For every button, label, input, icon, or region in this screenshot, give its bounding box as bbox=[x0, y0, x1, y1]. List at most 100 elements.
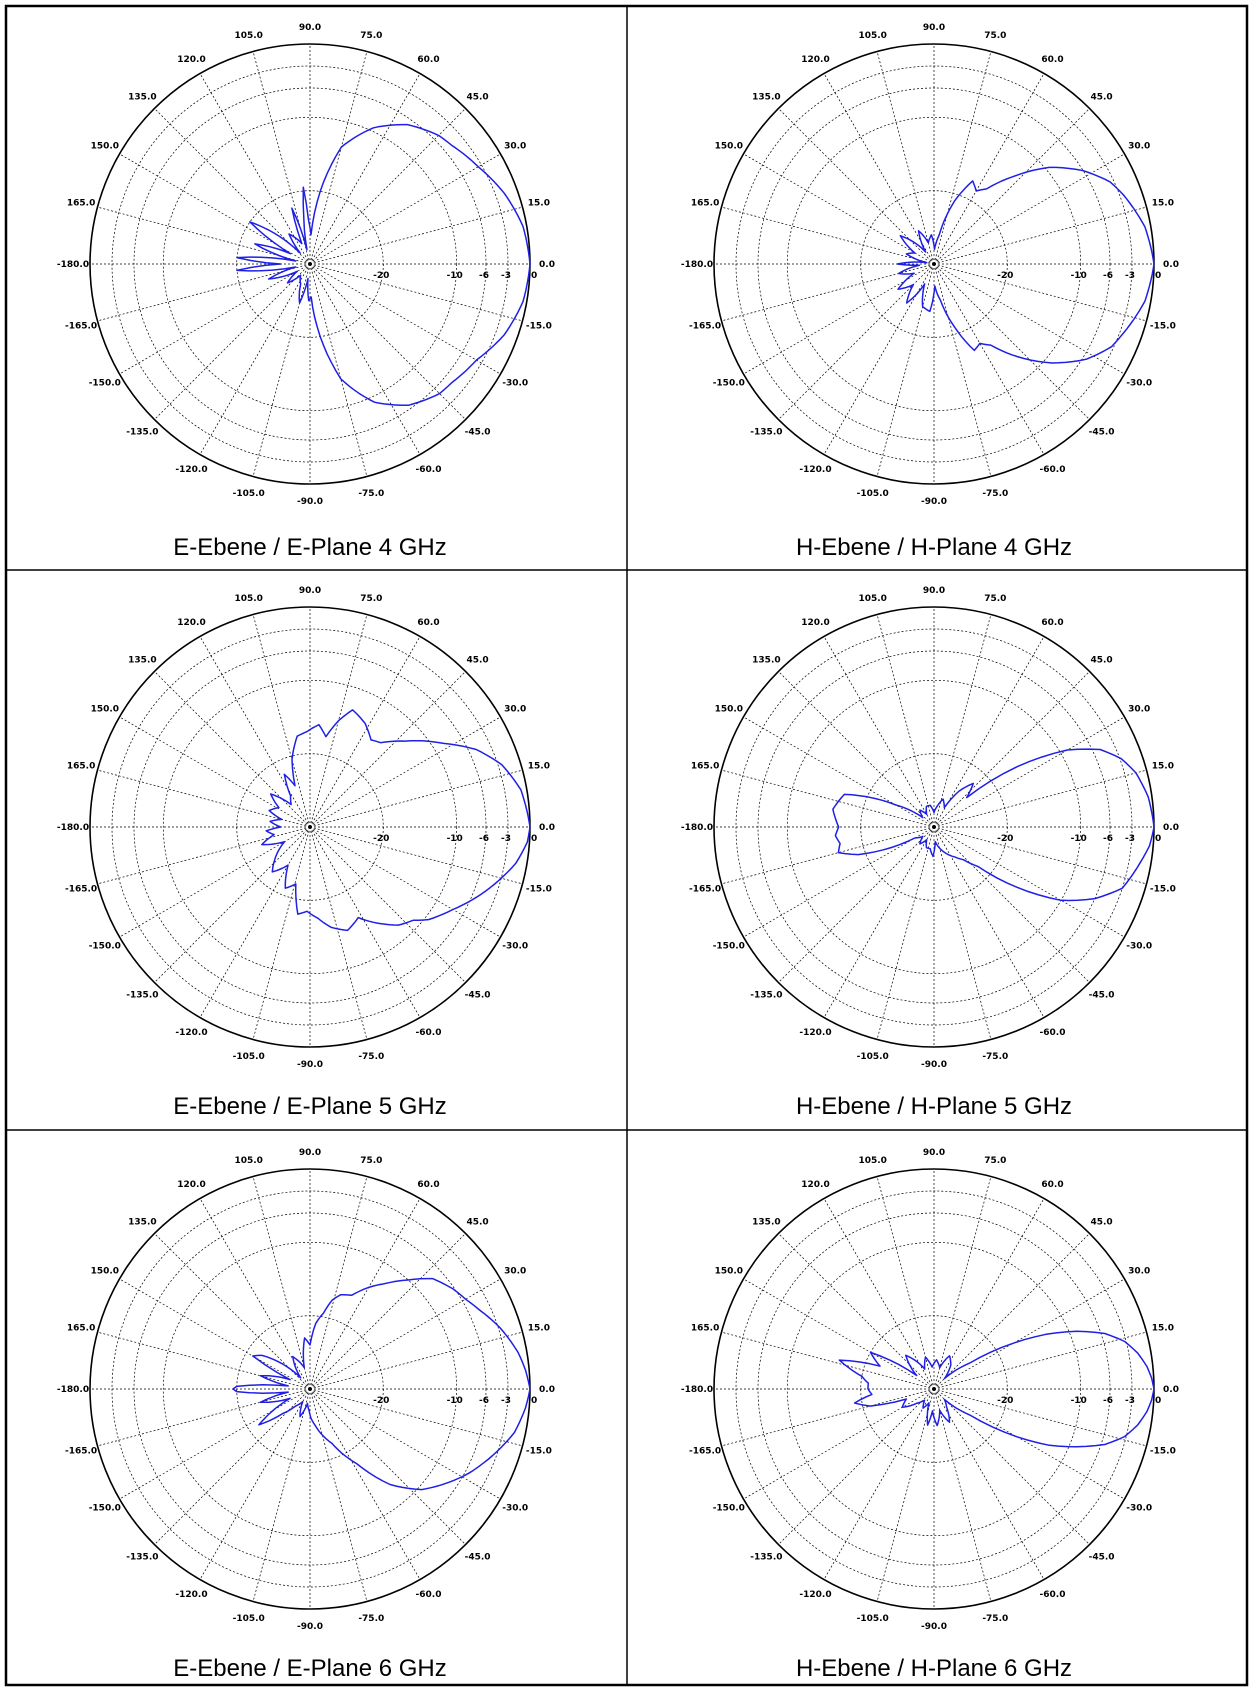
pattern-trace bbox=[232, 1277, 531, 1491]
angle-label: 105.0 bbox=[858, 594, 886, 604]
grid-spoke bbox=[933, 51, 992, 265]
angle-label: 90.0 bbox=[299, 1148, 321, 1158]
grid-spoke bbox=[309, 153, 501, 265]
angle-label: 15.0 bbox=[1152, 762, 1174, 772]
angle-label: -150.0 bbox=[713, 942, 745, 952]
grid-spoke bbox=[199, 1198, 311, 1390]
angle-label: -90.0 bbox=[297, 1622, 323, 1632]
angle-label: -135.0 bbox=[750, 991, 782, 1001]
grid-spoke bbox=[933, 671, 1090, 828]
angle-label: 0.0 bbox=[539, 823, 555, 833]
grid-spoke bbox=[876, 614, 935, 828]
grid-spoke bbox=[199, 636, 311, 828]
angle-label: 120.0 bbox=[177, 618, 205, 628]
grid-spoke bbox=[309, 1388, 523, 1447]
angle-label: 0.0 bbox=[1163, 260, 1179, 270]
angle-label: -105.0 bbox=[233, 1614, 265, 1624]
angle-label: 30.0 bbox=[1128, 705, 1150, 715]
angle-label: 135.0 bbox=[752, 655, 780, 665]
angle-label: -105.0 bbox=[857, 1614, 889, 1624]
angle-label: 60.0 bbox=[417, 55, 439, 65]
grid-spoke bbox=[154, 263, 311, 420]
grid-spoke bbox=[154, 1233, 311, 1390]
grid-spoke bbox=[309, 206, 523, 265]
radial-label: -3 bbox=[1125, 834, 1135, 844]
grid-spoke bbox=[154, 826, 311, 983]
grid-circle bbox=[786, 116, 1082, 412]
angle-label: 30.0 bbox=[504, 705, 526, 715]
radial-label: -6 bbox=[1103, 1396, 1113, 1406]
angle-label: 165.0 bbox=[691, 1324, 719, 1334]
radial-label: 0 bbox=[1155, 1396, 1161, 1406]
angle-label: 105.0 bbox=[858, 31, 886, 41]
grid-spoke bbox=[743, 153, 935, 265]
radial-label: -10 bbox=[447, 1396, 463, 1406]
angle-label: -15.0 bbox=[1150, 1446, 1176, 1456]
angle-label: -120.0 bbox=[799, 465, 831, 475]
angle-label: -165.0 bbox=[689, 884, 721, 894]
angle-label: -180.0 bbox=[57, 260, 89, 270]
grid-spoke bbox=[309, 1198, 421, 1390]
angle-label: 90.0 bbox=[299, 23, 321, 33]
angle-label: -180.0 bbox=[681, 823, 713, 833]
angle-label: -30.0 bbox=[502, 1504, 528, 1514]
grid-spoke bbox=[154, 1388, 311, 1545]
angle-label: -30.0 bbox=[1126, 942, 1152, 952]
angle-label: 0.0 bbox=[1163, 1385, 1179, 1395]
grid-spoke bbox=[199, 263, 311, 455]
polar-chart-5: 90.0 75.0 60.0 45.0 30.0 15.0 0.0 -15.0 -30.0 -45… bbox=[57, 1148, 555, 1682]
grid-spoke bbox=[721, 1388, 935, 1447]
angle-label: -90.0 bbox=[921, 497, 947, 507]
angle-label: 105.0 bbox=[234, 31, 262, 41]
angle-label: 135.0 bbox=[128, 1217, 156, 1227]
angle-label: -120.0 bbox=[175, 1590, 207, 1600]
angle-label: -45.0 bbox=[465, 428, 491, 438]
grid-spoke bbox=[721, 206, 935, 265]
grid-spoke bbox=[743, 716, 935, 828]
angle-label: 105.0 bbox=[234, 1156, 262, 1166]
angle-label: 45.0 bbox=[1090, 655, 1112, 665]
angle-label: 15.0 bbox=[528, 1324, 550, 1334]
grid-spoke bbox=[876, 263, 935, 477]
chart-caption: E-Ebene / E-Plane 6 GHz bbox=[173, 1655, 446, 1682]
angle-label: -150.0 bbox=[89, 379, 121, 389]
radial-label: -20 bbox=[997, 1396, 1013, 1406]
grid-spoke bbox=[933, 1233, 1090, 1390]
angle-label: -75.0 bbox=[358, 1614, 384, 1624]
angle-label: -180.0 bbox=[57, 1385, 89, 1395]
grid-spoke bbox=[933, 206, 1147, 265]
grid-spoke bbox=[309, 826, 523, 885]
angle-label: -165.0 bbox=[65, 884, 97, 894]
angle-label: -15.0 bbox=[526, 884, 552, 894]
angle-label: -180.0 bbox=[57, 823, 89, 833]
angle-label: -90.0 bbox=[921, 1060, 947, 1070]
grid-spoke bbox=[778, 826, 935, 983]
angle-label: 0.0 bbox=[539, 260, 555, 270]
grid-spoke bbox=[823, 826, 935, 1018]
grid-circle bbox=[786, 1241, 1082, 1537]
grid-spoke bbox=[933, 153, 1125, 265]
angle-label: 0.0 bbox=[1163, 823, 1179, 833]
angle-label: -45.0 bbox=[465, 1553, 491, 1563]
grid-spoke bbox=[933, 1388, 1147, 1447]
pattern-trace bbox=[261, 709, 531, 932]
radial-label: -10 bbox=[1071, 834, 1087, 844]
polar-chart-6: 90.0 75.0 60.0 45.0 30.0 15.0 0.0 -15.0 -30.0 -45… bbox=[681, 1148, 1179, 1682]
angle-label: -90.0 bbox=[297, 497, 323, 507]
grid-spoke bbox=[933, 826, 1147, 885]
grid-spoke bbox=[119, 1388, 311, 1500]
grid-spoke bbox=[119, 1278, 311, 1390]
grid-spoke bbox=[119, 826, 311, 938]
angle-label: 15.0 bbox=[528, 762, 550, 772]
angle-label: 45.0 bbox=[466, 1217, 488, 1227]
grid-spoke bbox=[309, 51, 368, 265]
angle-label: -135.0 bbox=[750, 1553, 782, 1563]
angle-label: 120.0 bbox=[177, 55, 205, 65]
angle-label: 135.0 bbox=[128, 92, 156, 102]
radial-label: 0 bbox=[531, 834, 537, 844]
chart-caption: E-Ebene / E-Plane 4 GHz bbox=[173, 534, 446, 561]
grid-spoke bbox=[933, 1388, 992, 1602]
grid-circle bbox=[162, 1241, 458, 1537]
angle-label: -180.0 bbox=[681, 260, 713, 270]
